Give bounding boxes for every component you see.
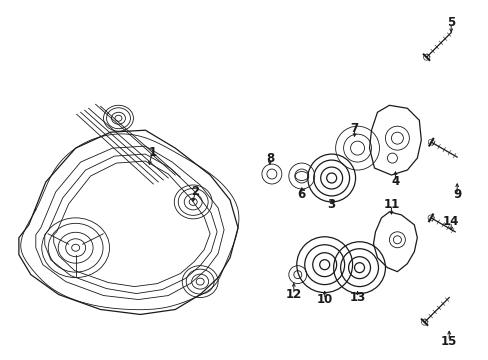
Text: 13: 13: [349, 291, 365, 304]
Text: 3: 3: [327, 198, 335, 211]
Text: 1: 1: [148, 145, 156, 159]
Text: 12: 12: [285, 288, 301, 301]
Text: 8: 8: [265, 152, 273, 165]
Text: 15: 15: [440, 335, 456, 348]
Text: 7: 7: [350, 122, 358, 135]
Text: 6: 6: [297, 188, 305, 202]
Text: 5: 5: [446, 16, 454, 29]
Text: 2: 2: [191, 185, 199, 198]
Text: 9: 9: [452, 188, 460, 202]
Text: 10: 10: [316, 293, 332, 306]
Text: 4: 4: [390, 175, 399, 189]
Text: 14: 14: [442, 215, 458, 228]
Text: 11: 11: [383, 198, 399, 211]
